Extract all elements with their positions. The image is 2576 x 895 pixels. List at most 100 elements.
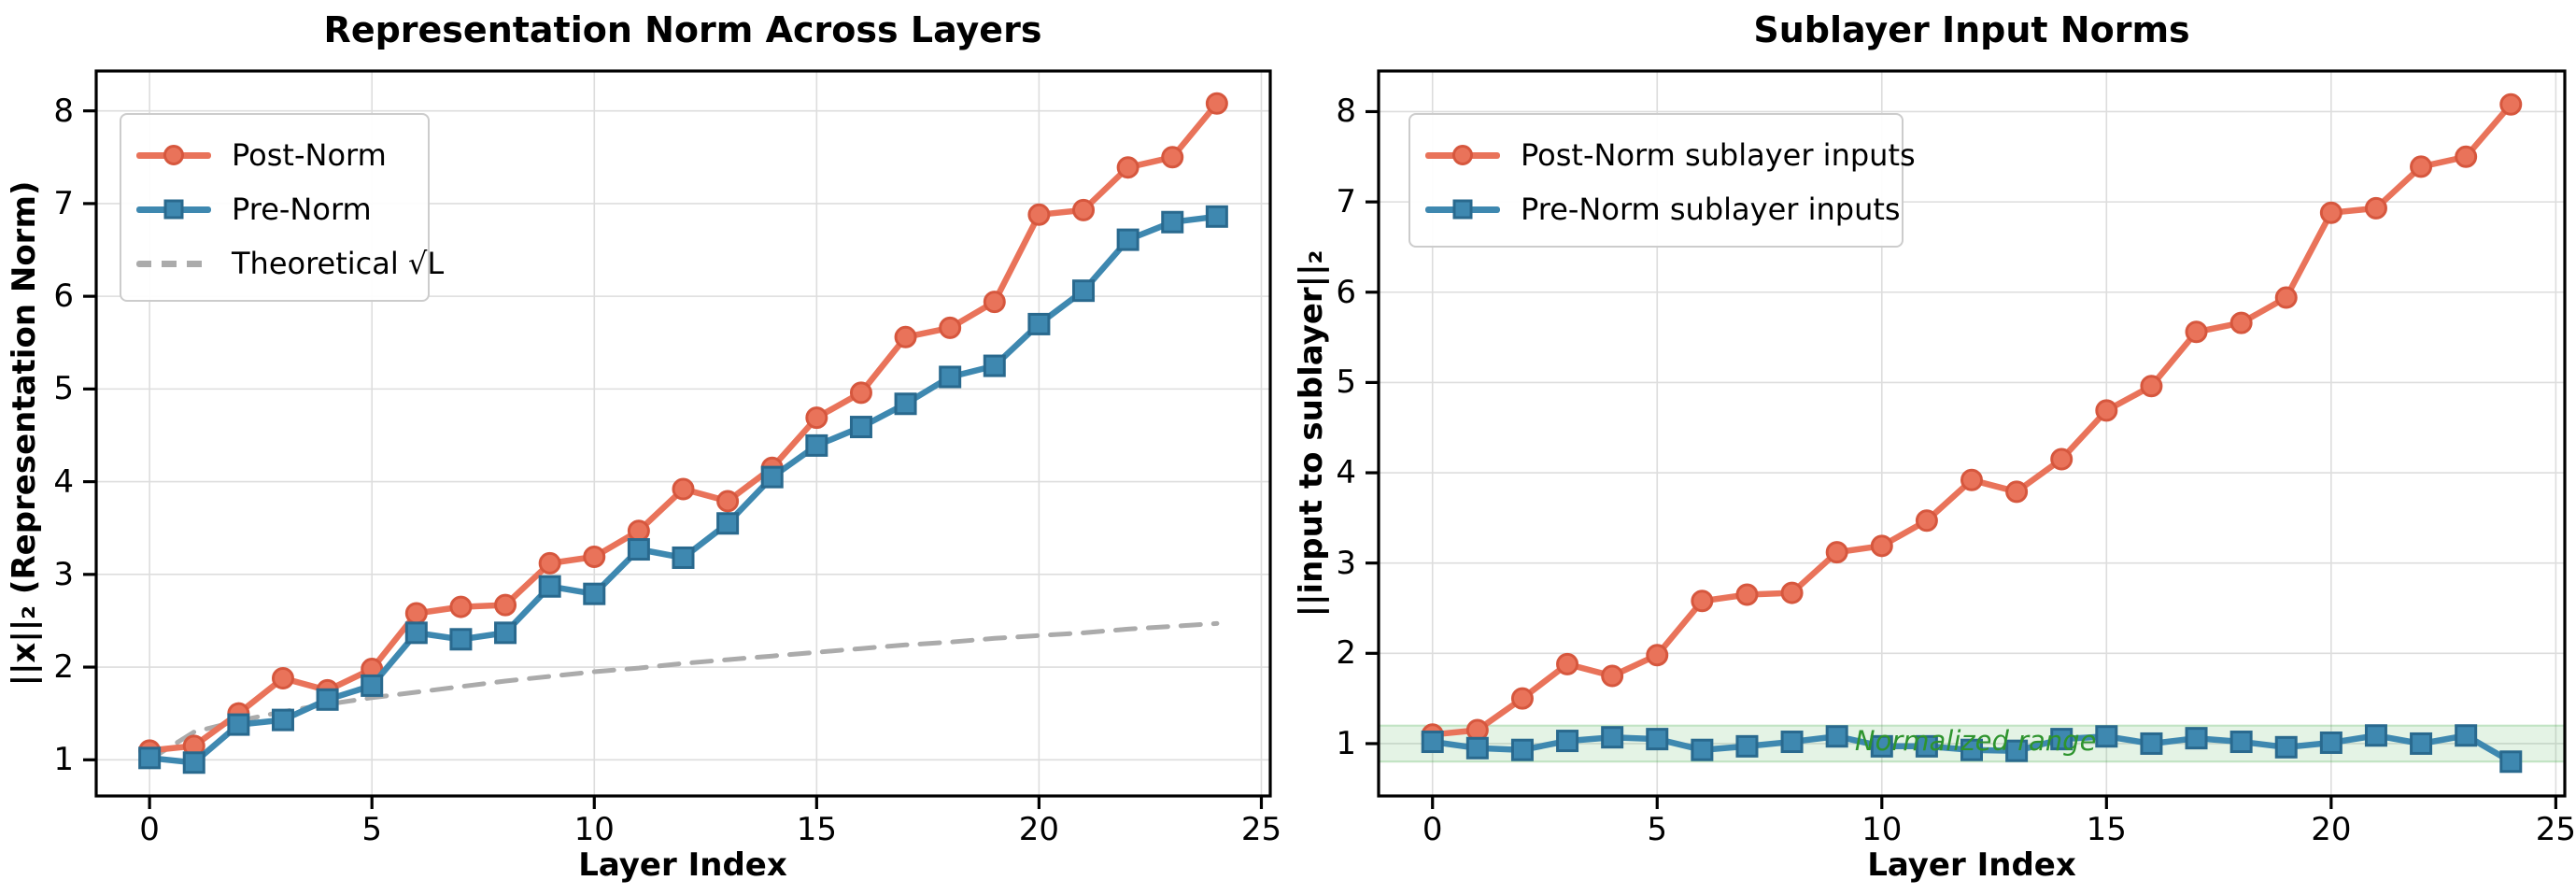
right-marker-circle	[2050, 448, 2074, 471]
left-x-tick-label: 5	[361, 811, 383, 848]
left-x-tick-label: 0	[139, 811, 160, 848]
right-y-tick-label: 4	[1336, 454, 1356, 492]
right-marker-square	[1780, 731, 1804, 754]
legend-item: Post-Norm	[136, 128, 409, 182]
left-marker-square	[583, 582, 606, 605]
left-marker-circle	[1116, 156, 1139, 179]
right-marker-circle	[2410, 155, 2433, 178]
left-marker-square	[361, 674, 384, 697]
left-marker-square	[894, 392, 917, 416]
right-y-tick-label: 7	[1336, 183, 1356, 221]
right-marker-circle	[1556, 652, 1579, 675]
left-marker-circle	[849, 381, 872, 405]
right-axes-spines	[1377, 69, 2567, 798]
left-marker-square	[538, 575, 561, 598]
left-marker-circle	[716, 490, 740, 513]
left-marker-square	[1205, 205, 1228, 228]
right-y-tick-label: 6	[1336, 273, 1356, 311]
left-y-tick-label: 2	[53, 648, 74, 687]
legend-label: Pre-Norm	[232, 192, 372, 227]
legend-label: Post-Norm	[232, 137, 387, 173]
right-marker-square	[2499, 750, 2523, 774]
legend-item: Theoretical √L	[136, 236, 444, 291]
right-marker-circle	[1960, 468, 1983, 491]
left-x-tick-label: 20	[1018, 811, 1060, 848]
right-marker-circle	[2455, 145, 2478, 168]
left-y-tick-label: 3	[53, 555, 74, 593]
right-marker-circle	[2229, 311, 2253, 334]
circle-marker-icon	[163, 145, 184, 165]
right-marker-square	[1825, 725, 1848, 748]
left-marker-square	[138, 746, 162, 770]
right-marker-circle	[2185, 320, 2208, 344]
legend-label: Post-Norm sublayer inputs	[1521, 137, 1916, 173]
right-marker-square	[1960, 738, 1983, 761]
right-marker-square	[2274, 735, 2298, 759]
left-marker-circle	[983, 291, 1006, 314]
left-marker-square	[494, 621, 517, 645]
square-marker-icon	[163, 199, 184, 220]
right-x-tick-label: 25	[2535, 811, 2576, 848]
left-marker-circle	[449, 595, 473, 618]
left-marker-circle	[494, 593, 517, 617]
left-y-tick-label: 8	[53, 92, 74, 130]
left-marker-circle	[627, 519, 650, 543]
right-chart-xlabel: Layer Index	[1867, 846, 2076, 884]
right-marker-square	[1870, 734, 1893, 758]
left-marker-square	[1116, 228, 1139, 251]
right-marker-square	[2229, 731, 2253, 754]
right-marker-circle	[1780, 581, 1804, 604]
left-marker-square	[182, 751, 205, 774]
dashed-line-icon	[136, 261, 211, 267]
legend-item: Post-Norm sublayer inputs	[1425, 128, 1916, 182]
left-marker-circle	[404, 602, 428, 625]
left-marker-circle	[1027, 203, 1051, 226]
right-marker-circle	[2364, 196, 2387, 220]
legend-item: Pre-Norm	[136, 182, 409, 236]
right-chart-title: Sublayer Input Norms	[1753, 9, 2190, 50]
left-marker-square	[404, 621, 428, 645]
left-marker-square	[627, 538, 650, 561]
right-marker-square	[1915, 734, 1938, 758]
normalized-range-annotation: Normalized range	[1854, 725, 2097, 758]
right-marker-circle	[2005, 480, 2029, 504]
legend-label: Pre-Norm sublayer inputs	[1521, 192, 1901, 227]
right-marker-circle	[2095, 399, 2118, 422]
left-x-tick-label: 10	[573, 811, 615, 848]
left-marker-square	[672, 546, 695, 569]
right-marker-circle	[1825, 541, 1848, 564]
right-marker-square	[2364, 724, 2387, 747]
right-marker-square	[2140, 732, 2163, 755]
left-marker-square	[227, 713, 250, 736]
right-marker-circle	[2274, 286, 2298, 309]
circle-marker-icon	[1452, 145, 1473, 165]
right-marker-square	[2095, 725, 2118, 748]
left-x-tick-label: 25	[1240, 811, 1282, 848]
left-marker-circle	[1161, 146, 1184, 169]
left-axes-spines	[94, 69, 1272, 798]
left-y-tick-label: 4	[53, 462, 74, 501]
right-x-tick-label: 15	[2086, 811, 2127, 848]
left-marker-square	[716, 512, 740, 535]
right-marker-square	[2005, 739, 2029, 762]
left-marker-circle	[1205, 92, 1228, 115]
left-marker-circle	[939, 316, 962, 339]
right-marker-square	[2050, 728, 2074, 751]
right-y-tick-label: 8	[1336, 92, 1356, 131]
left-y-tick-label: 1	[53, 741, 74, 779]
right-x-tick-label: 10	[1861, 811, 1903, 848]
left-marker-circle	[672, 477, 695, 501]
left-marker-square	[1161, 210, 1184, 234]
right-marker-square	[1646, 728, 1669, 751]
right-marker-circle	[2140, 375, 2163, 398]
right-marker-square	[1421, 731, 1444, 754]
right-marker-square	[1556, 730, 1579, 753]
left-marker-circle	[583, 545, 606, 568]
left-marker-circle	[538, 551, 561, 575]
left-marker-square	[1027, 312, 1051, 335]
left-marker-square	[849, 416, 872, 439]
right-marker-circle	[2499, 92, 2523, 116]
left-marker-square	[760, 465, 784, 489]
right-marker-circle	[1510, 687, 1534, 710]
